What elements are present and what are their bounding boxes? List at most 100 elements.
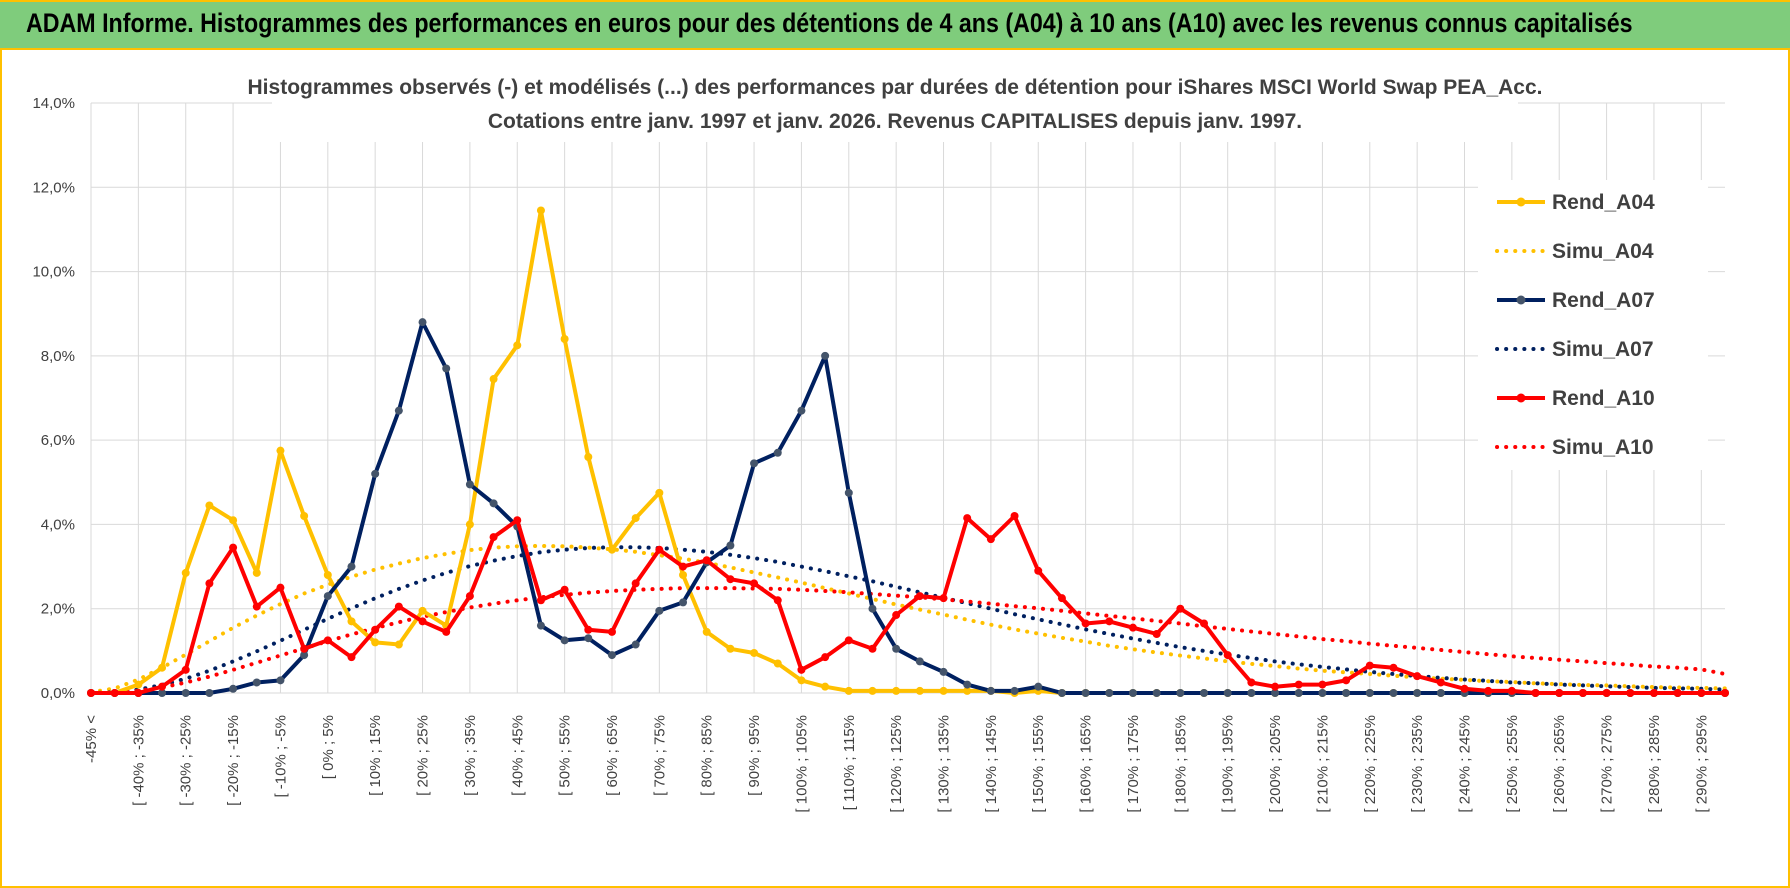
data-point — [489, 533, 498, 542]
data-point — [821, 653, 830, 662]
data-point — [1389, 689, 1398, 697]
data-point — [229, 543, 238, 552]
data-point — [1413, 689, 1422, 697]
data-point — [1318, 680, 1327, 689]
y-axis-ticks: 0,0% 2,0% 4,0% 6,0% 8,0% 10,0% 12,0% 14,0% — [32, 95, 75, 702]
x-tick-label: [ 180% ; 185% — [1172, 715, 1189, 813]
data-point — [821, 351, 830, 360]
data-point — [750, 579, 759, 588]
data-point — [679, 598, 688, 607]
data-point — [560, 636, 569, 645]
y-tick-label: 12,0% — [32, 179, 75, 196]
legend-label: Simu_A07 — [1552, 338, 1654, 361]
x-tick-label: [ -30% ; -25% — [178, 715, 195, 806]
data-point — [181, 689, 190, 697]
data-point — [1697, 689, 1706, 697]
legend-label: Rend_A10 — [1552, 387, 1655, 410]
data-point — [1626, 689, 1635, 697]
data-point — [915, 686, 924, 695]
data-point — [584, 453, 593, 461]
x-tick-label: [ 170% ; 175% — [1125, 715, 1142, 813]
x-tick-label: [ 90% ; 95% — [746, 715, 763, 796]
data-point — [536, 206, 545, 215]
data-point — [347, 617, 356, 626]
data-point — [1223, 689, 1232, 697]
legend-label: Simu_A10 — [1552, 436, 1654, 459]
data-point — [986, 535, 995, 544]
data-point — [1294, 680, 1303, 689]
data-point — [1034, 566, 1043, 575]
series-rend_a10 — [87, 512, 1729, 697]
data-point — [371, 638, 380, 647]
data-point — [963, 686, 972, 695]
data-point — [1176, 689, 1185, 697]
data-point — [276, 583, 285, 592]
data-point — [1010, 686, 1019, 695]
data-point — [892, 644, 901, 653]
legend-background — [1478, 180, 1708, 470]
x-tick-label: [ -10% ; -5% — [272, 715, 289, 798]
data-point — [1057, 689, 1066, 697]
data-point — [1436, 678, 1445, 687]
data-point — [536, 621, 545, 630]
legend-marker — [1516, 197, 1526, 207]
data-point — [844, 636, 853, 645]
data-point — [371, 625, 380, 634]
data-point — [631, 579, 640, 588]
data-point — [1271, 682, 1280, 691]
data-point — [963, 514, 972, 523]
data-point — [252, 678, 261, 687]
data-point — [726, 541, 735, 550]
x-tick-label: [ 160% ; 165% — [1078, 715, 1095, 813]
data-point — [1649, 689, 1658, 697]
data-point — [750, 459, 759, 468]
data-point — [1531, 689, 1540, 697]
data-point — [1365, 661, 1374, 670]
data-point — [797, 406, 806, 415]
data-point — [726, 575, 735, 584]
data-point — [892, 686, 901, 695]
data-point — [394, 406, 403, 415]
data-point — [797, 676, 806, 685]
data-point — [347, 653, 356, 662]
data-point — [560, 335, 569, 343]
x-tick-label: [ 230% ; 235% — [1409, 715, 1426, 813]
legend-item: Rend_A10 — [1497, 387, 1655, 410]
x-tick-label: [ 10% ; 15% — [367, 715, 384, 796]
data-point — [1721, 689, 1729, 697]
data-point — [252, 602, 261, 611]
legend-item: Simu_A10 — [1495, 436, 1654, 459]
data-point — [868, 604, 877, 613]
x-tick-label: [ 70% ; 75% — [651, 715, 668, 796]
data-point — [939, 686, 948, 695]
data-point — [276, 446, 285, 455]
data-point — [229, 684, 238, 693]
data-point — [323, 592, 332, 601]
x-tick-label: [ 150% ; 155% — [1030, 715, 1047, 813]
x-tick-label: [ 200% ; 205% — [1267, 715, 1284, 813]
series-lines — [87, 206, 1729, 697]
x-tick-label: [ 130% ; 135% — [936, 715, 953, 813]
data-point — [1555, 689, 1564, 697]
data-point — [607, 651, 616, 660]
data-point — [1081, 689, 1090, 697]
x-tick-label: [ 190% ; 195% — [1220, 715, 1237, 813]
data-point — [679, 571, 688, 579]
x-tick-label: [ 250% ; 255% — [1504, 715, 1521, 813]
x-tick-label: [ 30% ; 35% — [462, 715, 479, 796]
data-point — [773, 659, 782, 668]
data-point — [205, 579, 214, 588]
x-tick-label: [ 110% ; 115% — [841, 715, 858, 810]
x-tick-label: [ 240% ; 245% — [1457, 715, 1474, 813]
data-point — [347, 562, 356, 571]
data-point — [726, 644, 735, 653]
x-axis-ticks: -45% < [ -40% ; -35% [ -30% ; -25% [ -20% ;… — [83, 715, 1710, 813]
data-point — [134, 680, 143, 689]
data-point — [513, 516, 522, 525]
series-line — [91, 514, 1725, 695]
data-point — [181, 665, 190, 674]
y-tick-label: 4,0% — [41, 516, 75, 533]
data-point — [1247, 678, 1256, 687]
data-point — [1152, 689, 1161, 697]
